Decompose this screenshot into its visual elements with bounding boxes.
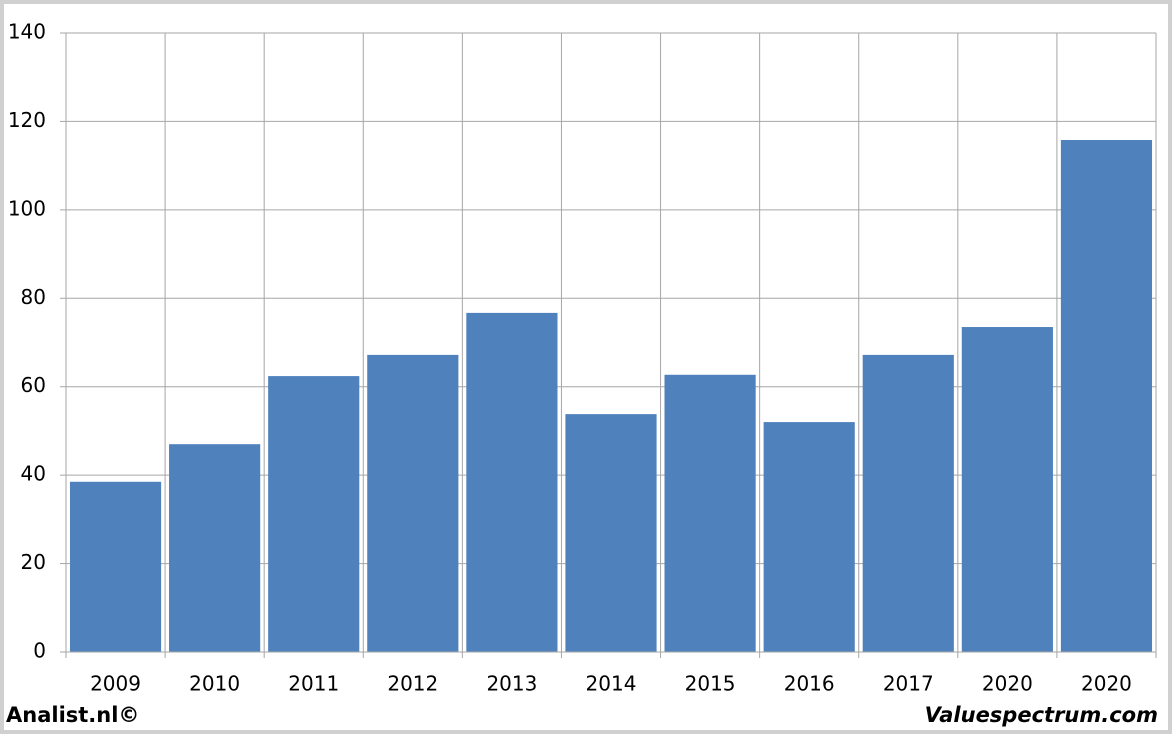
x-tick-label: 2009 (90, 672, 141, 696)
bar (664, 374, 756, 652)
x-tick-label: 2011 (288, 672, 339, 696)
x-tick-label: 2020 (982, 672, 1033, 696)
y-tick-label: 140 (8, 20, 46, 44)
y-tick-label: 80 (21, 285, 46, 309)
bar (961, 327, 1053, 652)
bar (69, 481, 162, 652)
bar (367, 354, 459, 652)
x-tick-label: 2020 (1081, 672, 1132, 696)
y-tick-label: 0 (33, 639, 46, 663)
y-tick-label: 120 (8, 108, 46, 132)
x-tick-label: 2017 (883, 672, 934, 696)
bar (268, 376, 360, 652)
bar (763, 422, 855, 652)
footer-right: Valuespectrum.com (925, 703, 1158, 727)
x-tick-label: 2010 (189, 672, 240, 696)
x-tick-label: 2015 (685, 672, 736, 696)
y-tick-label: 60 (21, 373, 46, 397)
footer-left: Analist.nl© (6, 703, 139, 727)
bar (466, 312, 558, 652)
bar (1060, 139, 1153, 653)
y-tick-label: 40 (21, 462, 46, 486)
bar (169, 444, 261, 652)
x-tick-label: 2014 (586, 672, 637, 696)
y-tick-label: 100 (8, 196, 46, 220)
x-tick-label: 2016 (784, 672, 835, 696)
x-tick-label: 2013 (486, 672, 537, 696)
bar (862, 354, 954, 652)
bar (565, 414, 657, 652)
x-tick-label: 2012 (387, 672, 438, 696)
y-tick-label: 20 (21, 550, 46, 574)
